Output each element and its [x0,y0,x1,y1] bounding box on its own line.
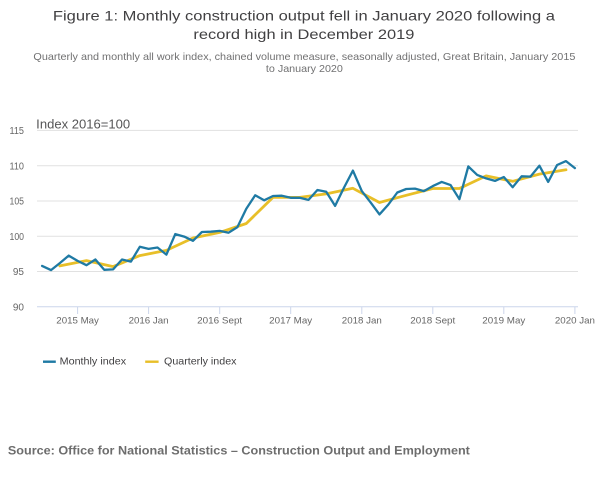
svg-text:2017 May: 2017 May [269,316,312,326]
svg-text:2018 Sept: 2018 Sept [410,316,455,326]
svg-text:115: 115 [10,126,25,137]
svg-text:Quarterly and monthly all work: Quarterly and monthly all work index, ch… [33,52,575,63]
svg-text:Figure 1: Monthly construction: Figure 1: Monthly construction output fe… [53,8,555,24]
svg-text:95: 95 [13,267,25,278]
svg-text:Quarterly index: Quarterly index [164,356,237,368]
svg-text:2015 May: 2015 May [56,316,99,326]
svg-text:2018 Jan: 2018 Jan [342,316,382,326]
svg-text:record high in December 2019: record high in December 2019 [193,26,414,42]
svg-text:2019 May: 2019 May [482,316,525,326]
svg-text:105: 105 [10,197,25,208]
svg-text:2020 Jan: 2020 Jan [555,316,595,326]
svg-text:Index 2016=100: Index 2016=100 [36,118,130,132]
svg-text:100: 100 [10,232,25,243]
svg-text:Monthly index: Monthly index [60,356,127,368]
svg-text:to January 2020: to January 2020 [266,64,343,75]
svg-text:Source: Office for National St: Source: Office for National Statistics –… [8,446,470,458]
svg-text:110: 110 [10,161,25,172]
svg-text:90: 90 [13,302,25,313]
svg-text:2016 Sept: 2016 Sept [197,316,242,326]
svg-text:2016 Jan: 2016 Jan [129,316,169,326]
